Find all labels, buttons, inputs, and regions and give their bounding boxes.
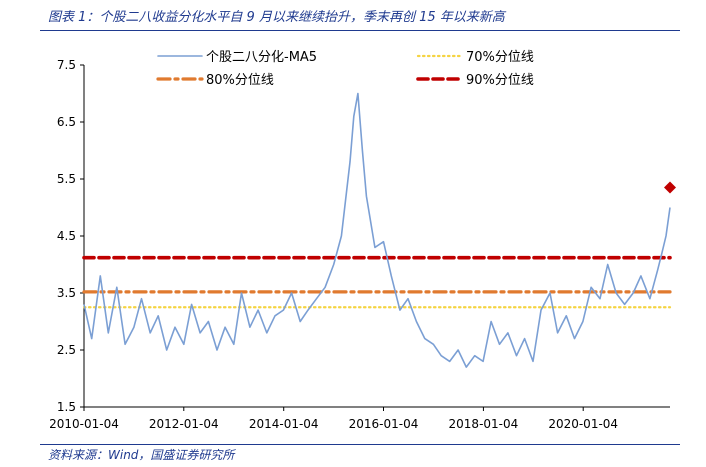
x-tick-label: 2010-01-04 — [49, 417, 119, 431]
series-line-ma5 — [83, 92, 671, 368]
x-tick-label: 2020-01-04 — [548, 417, 618, 431]
title-rule — [40, 30, 680, 31]
y-tick-label: 5.5 — [57, 172, 76, 186]
x-tick-label: 2014-01-04 — [249, 417, 319, 431]
x-tick-label: 2018-01-04 — [449, 417, 519, 431]
y-tick-label: 6.5 — [57, 115, 76, 129]
x-ticks: 2010-01-04 2012-01-04 2014-01-04 2016-01-04… — [49, 407, 618, 431]
axes — [83, 65, 670, 408]
legend-label: 80%分位线 — [206, 73, 274, 88]
legend-label: 个股二八分化-MA5 — [206, 50, 317, 65]
legend-label: 90%分位线 — [466, 73, 534, 88]
y-ticks: 1.5 2.5 3.5 4.5 5.5 6.5 7.5 — [57, 58, 84, 414]
y-tick-label: 7.5 — [57, 58, 76, 72]
y-tick-label: 1.5 — [57, 400, 76, 414]
marker-layer — [664, 181, 676, 194]
y-tick-label: 4.5 — [57, 229, 76, 243]
source-note: 资料来源：Wind，国盛证券研究所 — [48, 448, 235, 462]
series-layer — [83, 92, 671, 368]
legend-label: 70%分位线 — [466, 50, 534, 65]
source-rule — [40, 444, 680, 445]
y-tick-label: 2.5 — [57, 343, 76, 357]
figure-title: 图表 1：个股二八收益分化水平自 9 月以来继续抬升，季末再创 15 年以来新高 — [48, 10, 505, 25]
y-tick-label: 3.5 — [57, 286, 76, 300]
x-tick-label: 2012-01-04 — [149, 417, 219, 431]
latest-value-marker — [664, 181, 676, 194]
legend: 个股二八分化-MA5 70%分位线 80%分位线 90%分位线 — [156, 50, 534, 88]
x-tick-label: 2016-01-04 — [349, 417, 419, 431]
reference-lines — [82, 255, 672, 309]
